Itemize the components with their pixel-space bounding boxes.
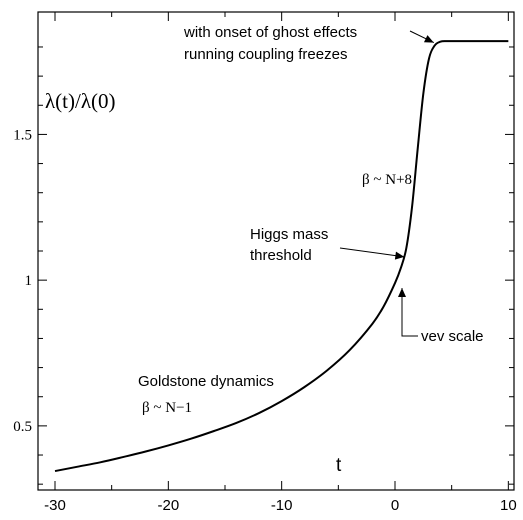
arrow-line (401, 287, 418, 337)
y-tick-label: 0.5 (13, 419, 32, 435)
y-tick-label: 1 (25, 273, 33, 289)
x-tick-label: -30 (44, 497, 66, 514)
annotation-ghost: running coupling freezes (184, 46, 347, 63)
y-axis-label: λ(t)/λ(0) (45, 89, 116, 113)
x-tick-label: -10 (271, 497, 293, 514)
annotation-higgs: Higgs mass (250, 226, 328, 243)
x-tick-label: -20 (157, 497, 179, 514)
y-tick-label: 1.5 (13, 127, 32, 143)
arrow-head (398, 287, 406, 297)
annotation-ghost: with onset of ghost effects (183, 24, 357, 41)
annotation-higgs: threshold (250, 247, 312, 264)
axis-tick-labels: -30 -20 -10 0 10 0.5 1 1.5 (13, 127, 516, 514)
axis-ticks (38, 12, 514, 490)
arrow-head (394, 251, 405, 260)
annotations: with onset of ghost effects running coupl… (138, 24, 484, 416)
x-tick-label: 10 (500, 497, 517, 514)
annotation-beta_top: β ~ N+8 (362, 172, 412, 188)
annotation-vev: vev scale (421, 328, 484, 345)
x-tick-label: 0 (391, 497, 399, 514)
data-line (54, 40, 509, 473)
arrow-head (423, 35, 434, 43)
annotation-goldstone: Goldstone dynamics (138, 373, 274, 390)
x-axis-label: t (336, 455, 342, 476)
arrow-line (339, 247, 405, 258)
annotation-beta_bottom: β ~ N−1 (142, 400, 192, 416)
